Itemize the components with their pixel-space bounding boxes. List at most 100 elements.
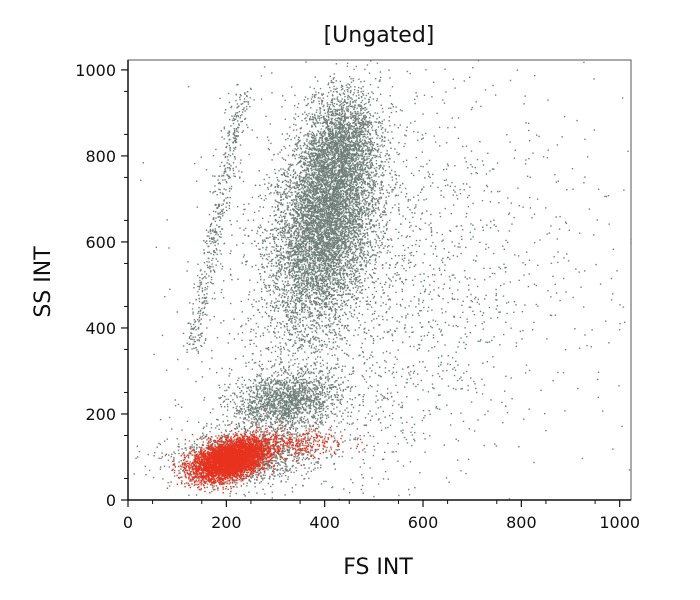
data-point <box>323 262 325 265</box>
data-point <box>293 117 295 119</box>
data-point <box>289 271 291 273</box>
data-point <box>290 300 292 302</box>
data-point <box>344 202 347 205</box>
data-point <box>351 196 354 198</box>
data-point <box>275 236 277 239</box>
data-point <box>325 230 328 232</box>
data-point <box>345 253 348 255</box>
data-point <box>328 291 330 293</box>
data-point <box>324 232 326 234</box>
data-point <box>325 253 327 255</box>
data-point <box>323 220 325 222</box>
data-point <box>324 185 326 187</box>
data-point <box>306 188 308 191</box>
data-point <box>336 211 339 213</box>
data-point <box>302 319 304 322</box>
data-point <box>313 285 316 287</box>
data-point <box>333 269 335 271</box>
data-point <box>375 290 377 293</box>
data-point <box>265 303 268 305</box>
data-point <box>345 231 347 233</box>
data-point <box>312 186 315 188</box>
data-point <box>305 238 308 241</box>
data-point <box>331 242 333 244</box>
data-point <box>299 331 302 333</box>
data-point <box>356 270 358 272</box>
data-point <box>310 238 312 240</box>
data-point <box>340 186 342 188</box>
data-point <box>316 174 318 177</box>
data-point <box>324 178 327 181</box>
data-point <box>343 230 345 233</box>
data-point <box>297 255 299 258</box>
data-point <box>289 277 291 279</box>
data-point <box>320 128 322 130</box>
data-point <box>320 148 323 151</box>
data-point <box>329 227 331 229</box>
data-point <box>322 163 325 165</box>
data-point <box>348 211 350 214</box>
data-point <box>365 120 367 122</box>
data-point <box>320 168 322 170</box>
data-point <box>339 223 341 225</box>
data-point <box>363 261 365 263</box>
data-point <box>310 268 312 270</box>
data-point <box>361 246 363 248</box>
data-point <box>275 250 278 252</box>
data-point <box>345 289 347 292</box>
data-point <box>277 307 279 310</box>
data-point <box>325 248 327 250</box>
data-point <box>345 181 347 184</box>
data-point <box>358 203 360 205</box>
data-point <box>297 209 300 211</box>
data-point <box>301 200 303 203</box>
data-point <box>307 221 310 223</box>
data-point <box>365 206 368 209</box>
data-point <box>329 195 331 198</box>
data-point <box>328 128 330 130</box>
data-point <box>324 264 327 267</box>
data-point <box>375 180 377 183</box>
data-point <box>340 203 342 205</box>
data-point <box>309 297 311 299</box>
data-point <box>385 224 387 227</box>
data-point <box>298 230 300 232</box>
data-point <box>353 212 355 214</box>
data-point <box>296 198 298 201</box>
data-point <box>282 203 284 206</box>
data-point <box>300 155 303 157</box>
data-point <box>284 235 286 237</box>
data-point <box>395 228 397 230</box>
data-point <box>298 276 300 279</box>
data-point <box>316 133 318 135</box>
data-point <box>268 255 270 258</box>
data-point <box>325 226 327 228</box>
data-point <box>279 249 282 251</box>
data-point <box>302 287 305 289</box>
data-point <box>307 372 310 374</box>
data-point <box>280 149 283 151</box>
data-point <box>263 255 265 257</box>
data-point <box>296 144 298 146</box>
data-point <box>316 265 318 268</box>
data-point <box>335 243 337 245</box>
data-point <box>323 245 326 247</box>
data-point <box>351 293 354 295</box>
data-point <box>330 195 332 197</box>
data-point <box>318 325 321 327</box>
data-point <box>289 303 292 305</box>
data-point <box>296 186 299 188</box>
data-point <box>367 218 370 220</box>
data-point <box>307 249 309 252</box>
data-point <box>359 261 361 263</box>
data-point <box>331 261 333 263</box>
data-point <box>262 239 264 241</box>
data-point <box>332 229 334 231</box>
data-point <box>331 226 333 228</box>
data-point <box>310 224 312 227</box>
data-point <box>333 217 335 220</box>
data-point <box>336 233 338 235</box>
data-point <box>343 147 346 149</box>
data-point <box>321 302 323 305</box>
data-point <box>267 147 270 150</box>
